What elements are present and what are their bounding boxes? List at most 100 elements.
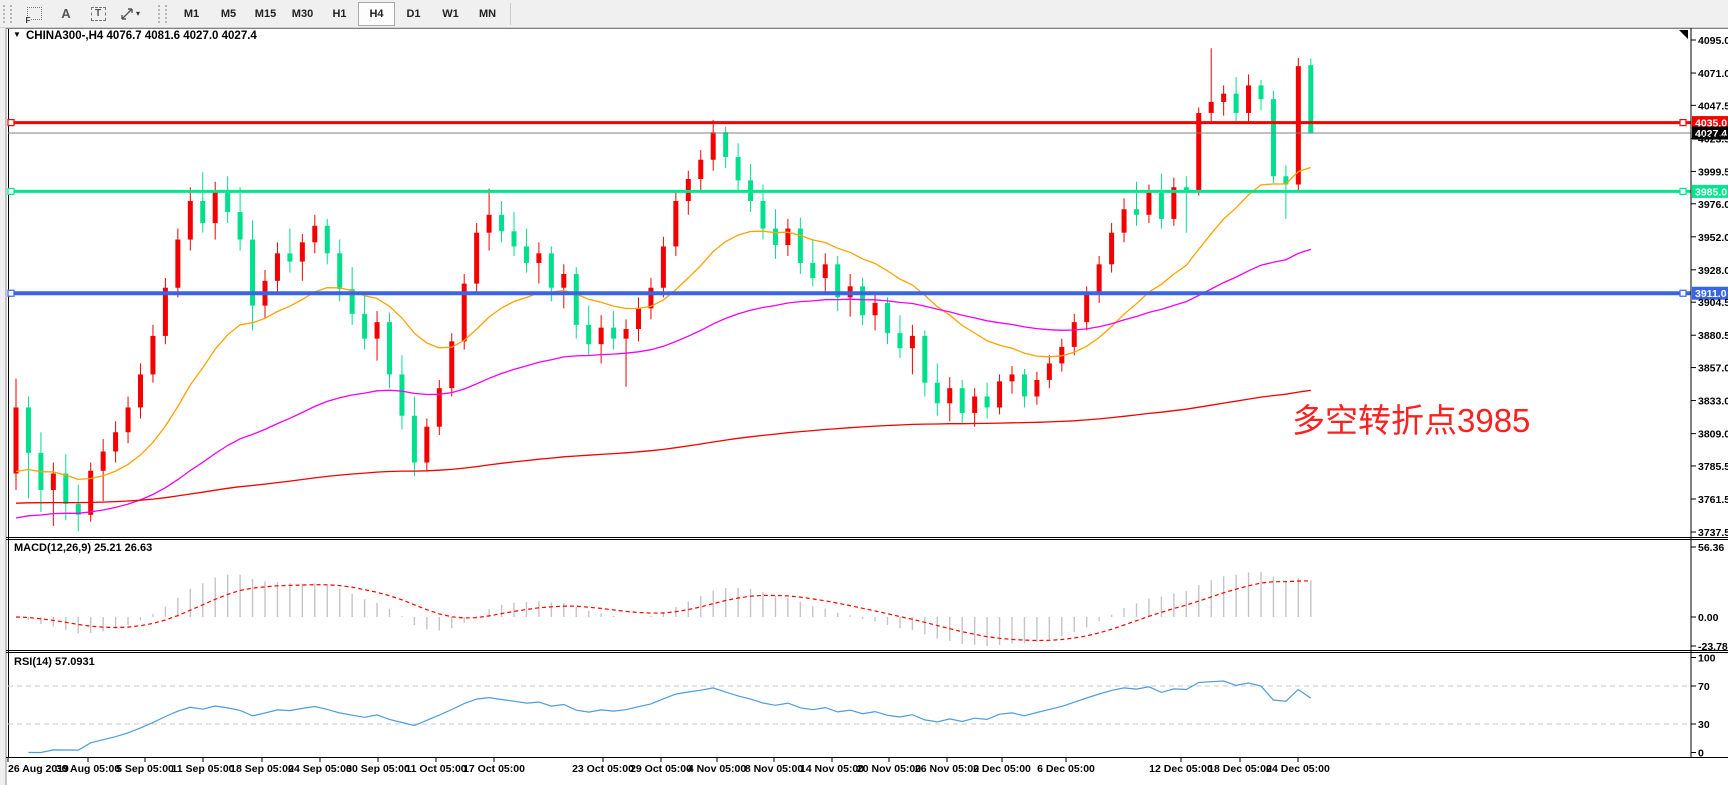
toolbar-drag-handle[interactable] (3, 4, 12, 23)
arrows-icon (121, 7, 133, 20)
candle-body (1096, 264, 1102, 295)
line-handle[interactable] (7, 118, 15, 127)
candle-body (274, 253, 280, 281)
price-axis-label: 3737.5 (1698, 527, 1728, 539)
candle-body (835, 264, 841, 298)
scroll-end-marker-icon[interactable] (1679, 30, 1688, 39)
candle-body (797, 228, 803, 263)
rsi-axis-label: 30 (1698, 719, 1710, 731)
dropdown-caret-icon[interactable]: ▾ (135, 9, 140, 18)
price-axis-label: 3999.5 (1698, 166, 1728, 178)
toolbar-separator (510, 2, 511, 25)
price-axis[interactable]: 4035.04027.43985.03911.04095.04071.04047… (1690, 28, 1728, 760)
macd-axis-label: 0.00 (1698, 612, 1719, 624)
timeframe-button-h4[interactable]: H4 (358, 1, 395, 26)
candle-body (1009, 374, 1015, 382)
time-axis-label: 24 Sep 05:00 (288, 763, 352, 775)
candle-body (1183, 187, 1189, 191)
candle-body (200, 201, 206, 224)
candle-body (673, 201, 679, 247)
line-handle[interactable] (7, 289, 15, 297)
candle-body (922, 335, 928, 383)
candle-body (997, 381, 1003, 408)
candle-body (374, 322, 380, 339)
toolbar-drag-handle[interactable] (158, 4, 167, 23)
candle-body (150, 335, 156, 375)
candle-body (1034, 379, 1040, 397)
main-price-panel[interactable] (7, 48, 1691, 532)
line-handle[interactable] (7, 187, 15, 195)
chart-texts: ▼ CHINA300-,H4 4076.7 4081.6 4027.0 4027… (13, 30, 1688, 668)
time-axis-label: 5 Sep 05:00 (116, 763, 174, 775)
price-axis-label: 3928.0 (1698, 265, 1728, 277)
time-axis-label: 29 Oct 05:00 (630, 763, 692, 775)
candle-body (436, 388, 442, 427)
cursor-tool-button[interactable]: ▾ (114, 2, 146, 26)
candle-body (1196, 112, 1202, 191)
price-axis-label: 3976.0 (1698, 199, 1728, 211)
candle-body (250, 239, 256, 306)
timeframe-button-w1[interactable]: W1 (442, 7, 459, 20)
time-axis-label: 18 Sep 05:00 (230, 763, 294, 775)
candle-body (175, 239, 181, 288)
price-tag-label: 3911.0 (1695, 288, 1727, 300)
time-axis-label: 23 Oct 05:00 (572, 763, 634, 775)
time-axis-label: 11 Sep 05:00 (171, 763, 234, 775)
price-tag (1692, 126, 1728, 140)
text-tool-button[interactable]: A (50, 2, 82, 26)
line-handle[interactable] (1679, 289, 1687, 297)
timeframe-button-m5[interactable]: M5 (220, 7, 237, 20)
time-axis-label: 30 Sep 05:00 (346, 763, 410, 775)
timeframe-button-h1[interactable]: H1 (332, 7, 347, 20)
price-axis-label: 3952.0 (1698, 232, 1728, 244)
candle-body (648, 287, 654, 309)
rsi-panel[interactable] (8, 680, 1691, 754)
timeframe-button-m15[interactable]: M15 (254, 7, 277, 20)
time-axis-label: 17 Oct 05:00 (463, 763, 525, 775)
candle-body (934, 382, 940, 404)
timeframe-button-d1[interactable]: D1 (406, 7, 421, 20)
price-axis-label: 4023.5 (1698, 133, 1728, 145)
candle-body (636, 308, 641, 330)
macd-axis-label: 56.36 (1698, 542, 1724, 554)
candle-body (187, 201, 193, 240)
price-axis-label: 4047.5 (1698, 100, 1728, 112)
candle-body (1221, 93, 1227, 102)
candle-body (337, 253, 343, 290)
symbol-dropdown-icon[interactable]: ▼ (13, 30, 21, 39)
candle-body (162, 287, 168, 336)
time-axis-label: 4 Nov 05:00 (688, 763, 747, 775)
price-axis-label: 3785.5 (1698, 461, 1728, 473)
time-axis-label: 11 Oct 05:00 (405, 763, 466, 775)
macd-panel[interactable] (15, 571, 1312, 646)
line-handle[interactable] (1679, 118, 1687, 127)
candle-body (1146, 192, 1152, 215)
candle-body (299, 242, 305, 262)
candle-body (723, 132, 729, 157)
candle-body (972, 396, 978, 413)
price-axis-label: 3904.5 (1698, 297, 1728, 309)
line-handle[interactable] (1679, 187, 1687, 195)
slow-ma-line (15, 389, 1311, 504)
timeframe-button-m1[interactable]: M1 (183, 7, 200, 20)
timeframe-button-mn[interactable]: MN (478, 7, 497, 20)
label-tool-button[interactable]: T (82, 2, 114, 26)
medium-ma-line (15, 248, 1311, 519)
letter-a-icon: A (61, 6, 71, 21)
candle-body (411, 415, 417, 463)
candle-body (362, 313, 368, 339)
candle-body (1134, 209, 1139, 215)
chart-grid-button[interactable]: F (18, 2, 50, 26)
candle-body (909, 335, 915, 349)
candle-body (100, 451, 106, 471)
candle-body (735, 156, 741, 181)
candle-body (138, 374, 143, 408)
rsi-axis-label: 70 (1698, 681, 1710, 693)
time-axis-label: 2 Dec 05:00 (973, 763, 1031, 775)
candle-body (461, 283, 467, 342)
candle-body (287, 253, 293, 262)
timeframe-button-m30[interactable]: M30 (291, 7, 314, 20)
rsi-axis-label: 0 (1698, 748, 1704, 760)
